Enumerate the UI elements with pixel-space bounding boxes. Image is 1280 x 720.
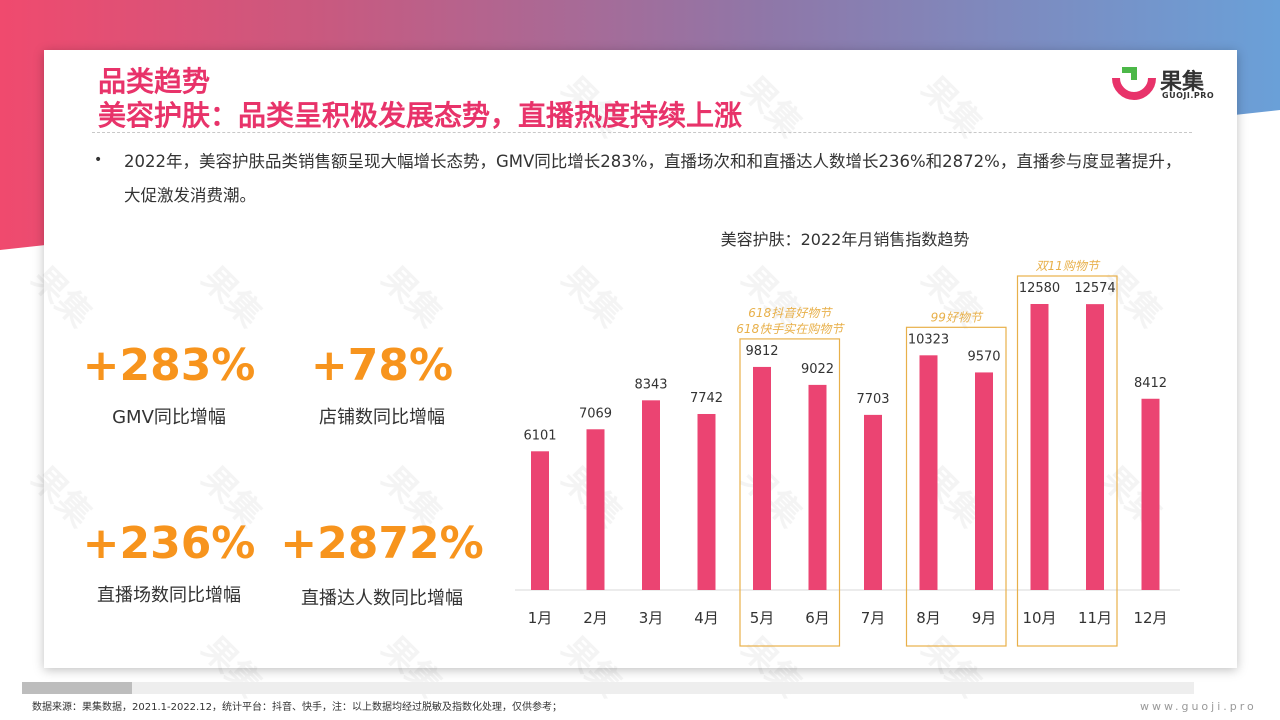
x-tick-label: 4月: [694, 609, 719, 627]
bar: [1030, 304, 1049, 590]
bar-value-label: 8343: [634, 377, 667, 392]
bar-value-label: 9812: [745, 344, 778, 359]
bar-value-label: 12580: [1019, 281, 1060, 296]
kpi-gmv-value: +283%: [82, 340, 256, 391]
kpi-shops-label: 店铺数同比增幅: [319, 407, 445, 428]
kpi-streamers-value: +2872%: [280, 518, 484, 569]
bar: [808, 384, 827, 590]
annotation-box: [739, 338, 841, 647]
x-tick-label: 2月: [583, 609, 608, 627]
bar: [531, 451, 549, 590]
bar-value-label: 6101: [523, 428, 556, 443]
x-tick-label: 8月: [916, 609, 941, 627]
bar-value-label: 8412: [1134, 376, 1167, 391]
page-section-title: 品类趋势: [98, 65, 211, 98]
bar: [642, 400, 660, 590]
bar-value-label: 7703: [856, 392, 889, 407]
bar-value-label: 9022: [801, 362, 834, 377]
bar: [1086, 304, 1104, 590]
kpi-gmv-label: GMV同比增幅: [112, 407, 226, 428]
bullet-icon: •: [94, 152, 103, 168]
annotation-label: 99好物节: [931, 310, 984, 324]
x-tick-label: 9月: [972, 609, 997, 627]
chart-title: 美容护肤：2022年月销售指数趋势: [721, 230, 970, 249]
kpi-streamers-label: 直播达人数同比增幅: [301, 588, 463, 609]
x-tick-label: 5月: [750, 609, 775, 627]
annotation-label: 双11购物节: [1036, 259, 1101, 273]
x-tick-label: 11月: [1078, 609, 1112, 627]
brand-logo: 果集 GUOJI.PRO: [1112, 64, 1222, 104]
footer-bar: [22, 682, 1194, 694]
bar: [1141, 398, 1160, 590]
x-tick-label: 1月: [528, 609, 553, 627]
x-tick-label: 6月: [805, 609, 830, 627]
kpi-live-sessions-label: 直播场数同比增幅: [97, 585, 241, 606]
annotation-label: 618快手实在购物节: [736, 322, 845, 336]
footer-source: 数据来源：果集数据，2021.1-2022.12，统计平台：抖音、快手，注：以上…: [32, 702, 562, 713]
bar: [586, 429, 605, 590]
annotation-box: [1016, 275, 1118, 647]
bar: [919, 355, 938, 590]
kpi-live-sessions-value: +236%: [82, 518, 256, 569]
logo-name: 果集: [1160, 70, 1205, 95]
summary-text: 2022年，美容护肤品类销售额呈现大幅增长态势，GMV同比增长283%，直播场次…: [124, 152, 1182, 205]
x-tick-label: 12月: [1133, 609, 1167, 627]
bar: [697, 413, 716, 590]
bar-value-label: 7742: [690, 391, 723, 406]
logo-icon: [1112, 67, 1156, 100]
kpi-shops-value: +78%: [310, 340, 454, 391]
footer-url: www.guoji.pro: [1140, 700, 1257, 713]
page-title: 美容护肤：品类呈积极发展态势，直播热度持续上涨: [98, 99, 743, 132]
x-tick-label: 10月: [1022, 609, 1056, 627]
annotation-box: [905, 326, 1007, 647]
x-tick-label: 7月: [861, 609, 886, 627]
logo-subtext: GUOJI.PRO: [1162, 91, 1215, 100]
annotation-label: 618抖音好物节: [748, 306, 833, 320]
title-divider: [92, 132, 1192, 133]
bar-value-label: 10323: [908, 332, 949, 347]
bar: [864, 414, 882, 590]
x-tick-label: 3月: [639, 609, 664, 627]
footer-bar-accent: [22, 682, 132, 694]
bar: [753, 366, 771, 590]
bar: [975, 372, 993, 590]
bar-value-label: 9570: [967, 349, 1000, 364]
monthly-sales-bar-chart: 美容护肤：2022年月销售指数趋势 618抖音好物节 618快手实在购物节 99好物节…: [515, 230, 1180, 647]
bar-value-label: 7069: [579, 406, 612, 421]
bar-value-label: 12574: [1074, 281, 1115, 296]
